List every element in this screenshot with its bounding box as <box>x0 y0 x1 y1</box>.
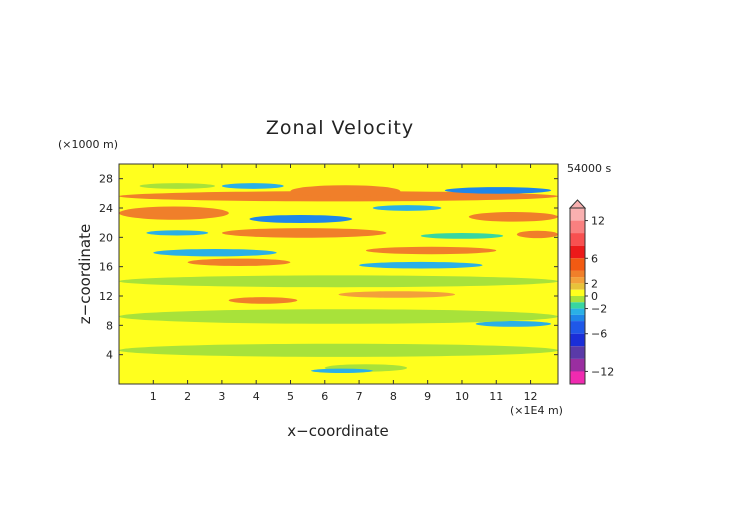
colorbar: 12 6 20−2 −6 −12 <box>568 199 614 385</box>
x-axis-label: x−coordinate <box>287 422 388 440</box>
velocity-band <box>420 233 504 239</box>
y-axis-label: z−coordinate <box>76 224 94 324</box>
velocity-band <box>139 183 215 189</box>
velocity-band <box>475 321 552 327</box>
y-tick-label: 16 <box>99 261 113 274</box>
x-tick-label: 7 <box>356 390 363 403</box>
x-tick-label: 11 <box>489 390 503 403</box>
velocity-band <box>290 185 401 198</box>
plot-frame <box>118 163 559 385</box>
velocity-band <box>338 291 456 298</box>
y-tick-label: 28 <box>99 173 113 186</box>
velocity-band <box>118 206 229 220</box>
colorbar-tick-label: 6 <box>591 252 598 265</box>
velocity-band <box>372 205 442 211</box>
colorbar-swatch <box>570 289 585 296</box>
velocity-band <box>249 215 353 223</box>
colorbar-tick-label: 2 <box>591 277 598 290</box>
colorbar-tick-label: 0 <box>591 290 598 303</box>
colorbar-swatch <box>570 302 585 309</box>
velocity-band <box>119 309 558 324</box>
colorbar-swatch <box>570 283 585 290</box>
velocity-bands <box>118 183 559 373</box>
colorbar-swatch <box>570 358 585 372</box>
colorbar-swatch <box>570 296 585 303</box>
velocity-band <box>187 258 291 266</box>
velocity-band <box>153 249 277 257</box>
x-tick-label: 4 <box>253 390 260 403</box>
time-label: 54000 s <box>567 162 611 175</box>
x-axis: 1 2 3 4 5 6 7 8 9 10 11 12 <box>150 164 538 403</box>
y-unit-label: (×1000 m) <box>58 138 118 151</box>
velocity-band <box>221 183 284 189</box>
y-tick-label: 4 <box>106 349 113 362</box>
x-tick-label: 1 <box>150 390 157 403</box>
colorbar-swatch <box>570 233 585 246</box>
colorbar-swatch <box>570 208 585 221</box>
velocity-band <box>468 212 558 222</box>
velocity-band <box>516 230 559 239</box>
y-tick-label: 24 <box>99 202 113 215</box>
y-tick-label: 20 <box>99 231 113 244</box>
plot-area <box>118 163 559 385</box>
x-tick-label: 5 <box>287 390 294 403</box>
colorbar-tick-label: 12 <box>591 215 605 228</box>
colorbar-swatch <box>570 245 585 259</box>
colorbar-swatch <box>570 333 585 347</box>
colorbar-swatch <box>570 308 585 315</box>
colorbar-swatch <box>570 321 585 334</box>
y-axis: 4 8 12 16 20 24 28 <box>99 173 558 362</box>
y-tick-label: 12 <box>99 290 113 303</box>
colorbar-extend-arrow <box>568 199 587 209</box>
velocity-band <box>119 275 558 288</box>
colorbar-swatch <box>570 346 585 359</box>
x-tick-label: 9 <box>424 390 431 403</box>
colorbar-swatch <box>570 220 585 234</box>
colorbar-swatch <box>570 277 585 284</box>
velocity-band <box>359 261 483 269</box>
velocity-band <box>444 187 552 194</box>
velocity-band <box>365 246 497 255</box>
colorbar-swatch <box>570 270 585 278</box>
colorbar-swatch <box>570 258 585 271</box>
colorbar-tick-label: −6 <box>591 328 607 341</box>
velocity-band <box>221 228 387 238</box>
velocity-band <box>311 368 373 373</box>
x-tick-label: 2 <box>184 390 191 403</box>
colorbar-tick-label: −12 <box>591 365 614 378</box>
x-tick-label: 3 <box>218 390 225 403</box>
x-tick-label: 10 <box>455 390 469 403</box>
colorbar-swatch <box>570 314 585 322</box>
velocity-band <box>119 343 558 357</box>
x-tick-label: 6 <box>321 390 328 403</box>
velocity-band <box>228 297 298 304</box>
x-tick-label: 8 <box>390 390 397 403</box>
x-unit-label: (×1E4 m) <box>510 404 563 417</box>
y-tick-label: 8 <box>106 319 113 332</box>
x-tick-label: 12 <box>524 390 538 403</box>
colorbar-swatch <box>570 371 585 384</box>
colorbar-tick-label: −2 <box>591 303 607 316</box>
velocity-band <box>146 230 209 236</box>
chart-title: Zonal Velocity <box>266 117 414 139</box>
